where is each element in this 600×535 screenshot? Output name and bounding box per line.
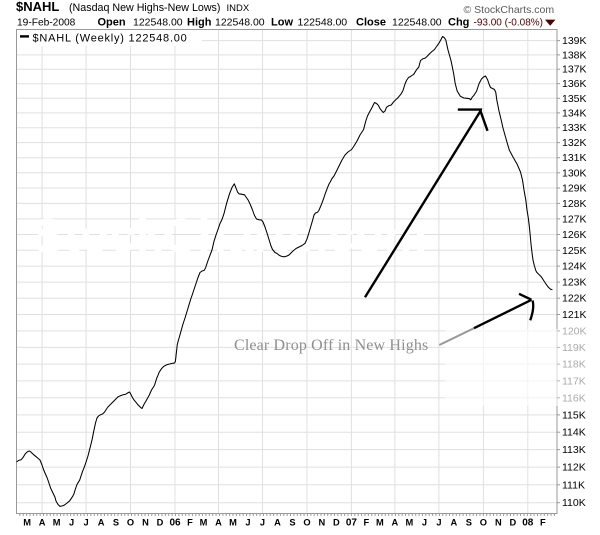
svg-text:138K: 138K [562,49,587,61]
svg-text:O: O [480,518,487,528]
svg-text:A: A [215,518,222,528]
svg-text:Open: Open [98,17,126,29]
svg-text:119K: 119K [562,342,586,354]
svg-text:129K: 129K [562,183,587,195]
svg-text:116K: 116K [562,392,586,404]
svg-text:19-Feb-2008: 19-Feb-2008 [17,18,76,29]
svg-text:07: 07 [346,518,358,529]
svg-text:120K: 120K [562,325,587,337]
svg-text:M: M [229,518,237,528]
svg-text:130K: 130K [562,167,587,179]
svg-text:112K: 112K [562,462,586,474]
svg-text:F: F [364,518,370,528]
svg-text:StockCharts.com: StockCharts.com [32,210,427,263]
svg-text:139K: 139K [562,35,587,47]
svg-text:D: D [333,518,340,528]
svg-text:135K: 135K [562,93,587,105]
svg-text:114K: 114K [562,427,586,439]
svg-text:S: S [289,518,295,528]
svg-text:D: D [157,518,164,528]
svg-text:A: A [98,518,105,528]
svg-text:INDX: INDX [227,3,250,14]
svg-text:Low: Low [271,17,293,29]
svg-text:121K: 121K [562,309,587,321]
svg-text:127K: 127K [562,213,587,225]
svg-text:A: A [451,518,458,528]
svg-text:N: N [319,518,326,528]
svg-text:A: A [274,518,281,528]
svg-text:(Nasdaq New Highs-New Lows): (Nasdaq New Highs-New Lows) [69,2,220,14]
svg-text:J: J [436,518,441,528]
svg-text:117K: 117K [562,375,586,387]
svg-text:High: High [187,17,212,29]
svg-text:06: 06 [169,518,181,529]
svg-text:122548.00: 122548.00 [392,17,442,29]
svg-text:M: M [376,518,384,528]
svg-text:A: A [39,518,46,528]
svg-text:© StockCharts.com: © StockCharts.com [464,4,555,16]
svg-text:110K: 110K [562,497,586,509]
svg-text:123K: 123K [562,277,587,289]
svg-text:S: S [466,518,472,528]
svg-text:-93.00 (-0.08%): -93.00 (-0.08%) [474,18,543,29]
svg-text:111K: 111K [562,479,585,491]
svg-text:J: J [422,518,427,528]
svg-text:N: N [142,518,149,528]
svg-text:08: 08 [522,518,534,529]
svg-text:136K: 136K [562,78,587,90]
svg-text:N: N [495,518,502,528]
svg-text:122548.00: 122548.00 [298,17,348,29]
svg-text:133K: 133K [562,122,587,134]
svg-text:128K: 128K [562,198,587,210]
svg-text:S: S [113,518,119,528]
svg-text:122548.00: 122548.00 [133,17,183,29]
svg-text:122548.00: 122548.00 [215,17,265,29]
svg-text:O: O [303,518,310,528]
svg-text:J: J [69,518,74,528]
svg-text:M: M [200,518,208,528]
svg-text:113K: 113K [562,444,586,456]
svg-text:118K: 118K [562,359,586,371]
svg-text:M: M [23,518,31,528]
svg-text:134K: 134K [562,107,587,119]
svg-text:M: M [53,518,61,528]
svg-text:D: D [509,518,516,528]
svg-text:115K: 115K [562,409,586,421]
svg-text:O: O [127,518,134,528]
svg-text:Close: Close [356,17,386,29]
svg-text:J: J [245,518,250,528]
svg-text:132K: 132K [562,137,587,149]
svg-text:M: M [406,518,414,528]
svg-text:Clear Drop Off in New Highs: Clear Drop Off in New Highs [234,337,428,354]
svg-text:122K: 122K [562,293,587,305]
svg-text:$NAHL: $NAHL [16,0,59,14]
svg-text:F: F [187,518,193,528]
svg-text:$NAHL (Weekly) 122548.00: $NAHL (Weekly) 122548.00 [33,33,188,45]
svg-text:J: J [260,518,265,528]
svg-text:126K: 126K [562,229,587,241]
svg-text:Chg: Chg [448,17,469,29]
svg-text:137K: 137K [562,64,587,76]
svg-text:F: F [540,518,546,528]
svg-text:124K: 124K [562,261,587,273]
svg-text:131K: 131K [562,152,587,164]
svg-text:125K: 125K [562,245,587,257]
svg-text:J: J [84,518,89,528]
svg-text:A: A [392,518,399,528]
